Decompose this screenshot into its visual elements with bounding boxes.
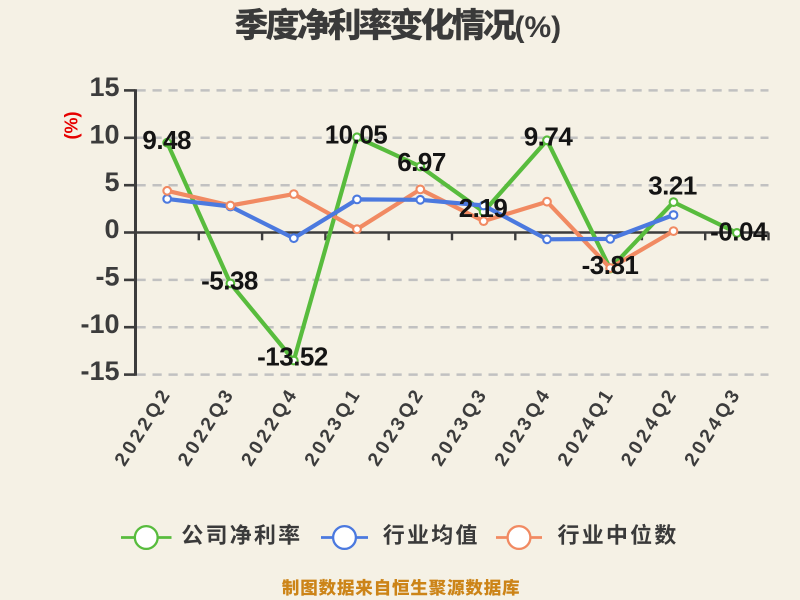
svg-text:6.97: 6.97	[397, 147, 446, 177]
svg-text:-5.38: -5.38	[201, 266, 258, 296]
svg-text:3.21: 3.21	[648, 170, 697, 200]
svg-text:5: 5	[104, 167, 119, 197]
svg-text:0: 0	[104, 214, 119, 244]
svg-text:2.19: 2.19	[459, 193, 508, 223]
svg-text:-10: -10	[80, 309, 119, 339]
svg-text:9.74: 9.74	[524, 122, 574, 152]
svg-text:(%): (%)	[62, 112, 82, 140]
svg-text:-13.52: -13.52	[257, 342, 328, 372]
svg-text:10.05: 10.05	[325, 120, 388, 150]
svg-text:(%): (%)	[515, 11, 562, 44]
svg-text:9.48: 9.48	[142, 125, 191, 155]
svg-text:10: 10	[89, 119, 119, 149]
svg-text:-15: -15	[80, 356, 119, 386]
svg-text:-5: -5	[95, 262, 119, 292]
svg-text:15: 15	[89, 72, 119, 102]
svg-text:-3.81: -3.81	[582, 250, 639, 280]
svg-text:-0.04: -0.04	[710, 216, 768, 246]
